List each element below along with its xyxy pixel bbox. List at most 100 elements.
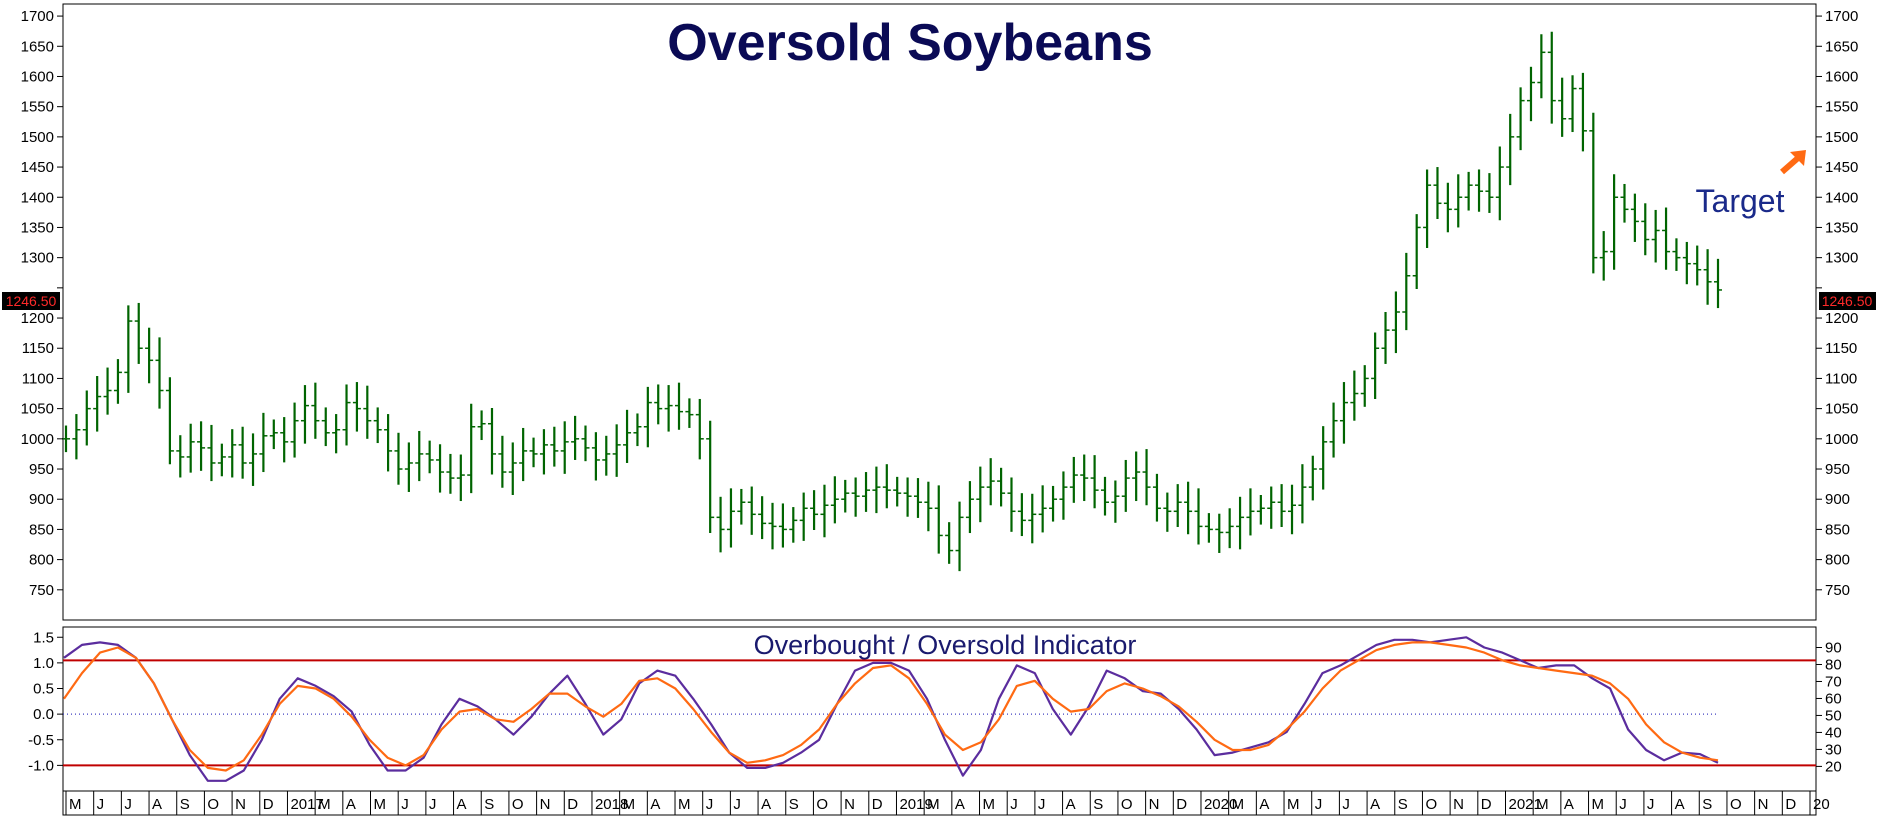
price-right-tick-label: 950 bbox=[1825, 461, 1850, 478]
price-bar bbox=[217, 443, 226, 477]
price-bar bbox=[830, 476, 839, 524]
price-bar bbox=[913, 478, 922, 518]
price-right-tick-label: 1650 bbox=[1825, 38, 1858, 55]
x-tick-label: D bbox=[263, 796, 274, 813]
price-bar bbox=[207, 424, 216, 482]
price-bar bbox=[103, 367, 112, 415]
price-bar bbox=[1215, 513, 1224, 553]
price-bar bbox=[986, 458, 995, 506]
indicator-right-tick-label: 40 bbox=[1825, 724, 1842, 741]
price-bar bbox=[165, 377, 174, 465]
price-bar bbox=[1132, 451, 1141, 502]
price-bar bbox=[82, 390, 91, 446]
price-bar bbox=[1350, 370, 1359, 421]
x-tick-label: N bbox=[1149, 796, 1160, 813]
x-tick-label: S bbox=[789, 796, 799, 813]
price-chart-title: Oversold Soybeans bbox=[667, 14, 1153, 72]
price-bar bbox=[1526, 66, 1535, 122]
price-right-tick-label: 1200 bbox=[1825, 310, 1858, 327]
price-bar bbox=[124, 305, 133, 393]
price-bar bbox=[1475, 169, 1484, 212]
x-tick-label: J bbox=[706, 796, 714, 813]
price-bar bbox=[487, 408, 496, 475]
x-tick-label: O bbox=[816, 796, 828, 813]
price-left-tick-label: 1200 bbox=[21, 310, 54, 327]
indicator-right-tick-label: 60 bbox=[1825, 690, 1842, 707]
price-bar bbox=[1454, 174, 1463, 228]
price-bar bbox=[145, 327, 154, 384]
price-bar bbox=[1443, 182, 1452, 233]
x-tick-label: J bbox=[97, 796, 105, 813]
price-bar bbox=[113, 359, 122, 404]
price-bar bbox=[851, 477, 860, 517]
price-bar bbox=[685, 398, 694, 428]
price-bar bbox=[238, 426, 247, 479]
price-bar bbox=[1121, 459, 1130, 512]
price-bar bbox=[550, 426, 559, 467]
price-bar bbox=[903, 477, 912, 517]
price-bar bbox=[1142, 449, 1151, 506]
price-right-tick-label: 850 bbox=[1825, 521, 1850, 538]
x-tick-label: M bbox=[1592, 796, 1605, 813]
price-bar bbox=[778, 503, 787, 548]
price-bar bbox=[820, 484, 829, 538]
x-tick-label: J bbox=[429, 796, 437, 813]
price-bar bbox=[342, 384, 351, 446]
price-bar bbox=[1028, 493, 1037, 544]
x-tick-label: M bbox=[318, 796, 331, 813]
price-left-axis: 750 800 850 900 950 1000 1050 1100 1150 1200 1300 1… bbox=[21, 8, 63, 599]
indicator-right-tick-label: 20 bbox=[1825, 758, 1842, 775]
price-bars bbox=[62, 31, 1722, 572]
price-left-tick-label: 1000 bbox=[21, 431, 54, 448]
price-bar bbox=[1589, 112, 1598, 274]
x-tick-label: M bbox=[983, 796, 996, 813]
price-bar bbox=[810, 490, 819, 531]
target-annotation: Target bbox=[1696, 183, 1785, 219]
x-tick-label: M bbox=[374, 796, 387, 813]
price-right-tick-label: 1500 bbox=[1825, 129, 1858, 146]
price-left-tick-label: 1500 bbox=[21, 129, 54, 146]
price-left-tick-label: 900 bbox=[29, 491, 54, 508]
x-tick-label: D bbox=[1481, 796, 1492, 813]
price-bar bbox=[1069, 456, 1078, 503]
price-right-tick-label: 750 bbox=[1825, 582, 1850, 599]
x-tick-label: O bbox=[1730, 796, 1742, 813]
x-tick-label: J bbox=[1315, 796, 1323, 813]
price-bar bbox=[1111, 480, 1120, 523]
price-right-tick-label: 1000 bbox=[1825, 431, 1858, 448]
price-bar bbox=[1194, 488, 1203, 545]
price-bar bbox=[893, 476, 902, 507]
price-bar bbox=[1516, 87, 1525, 151]
x-tick-label: J bbox=[401, 796, 409, 813]
price-bar bbox=[155, 337, 164, 409]
price-right-tick-label: 800 bbox=[1825, 552, 1850, 569]
x-tick-label: J bbox=[1010, 796, 1018, 813]
price-bar bbox=[436, 444, 445, 493]
price-left-tick-label: 1400 bbox=[21, 189, 54, 206]
price-bar bbox=[352, 382, 361, 432]
price-bar bbox=[955, 501, 964, 572]
price-bar bbox=[664, 385, 673, 432]
price-bar bbox=[1298, 464, 1307, 524]
x-tick-label: D bbox=[872, 796, 883, 813]
price-bar bbox=[1100, 476, 1109, 516]
x-tick-label: D bbox=[1176, 796, 1187, 813]
price-bar bbox=[1173, 484, 1182, 527]
price-bar bbox=[363, 385, 372, 439]
price-left-tick-label: 1650 bbox=[21, 38, 54, 55]
price-bar bbox=[415, 430, 424, 482]
price-bar bbox=[1204, 513, 1213, 543]
up-right-arrow-icon bbox=[1780, 150, 1806, 175]
price-bar bbox=[321, 407, 330, 447]
price-right-tick-label: 900 bbox=[1825, 491, 1850, 508]
x-tick-label: A bbox=[761, 796, 771, 813]
x-tick-label: M bbox=[623, 796, 636, 813]
price-bar bbox=[862, 472, 871, 512]
price-bar bbox=[1610, 174, 1619, 270]
indicator-left-tick-label: 0.5 bbox=[33, 681, 54, 698]
indicator-plot-area bbox=[62, 626, 1817, 792]
price-right-tick-label: 1150 bbox=[1825, 340, 1857, 357]
price-bar bbox=[882, 464, 891, 509]
